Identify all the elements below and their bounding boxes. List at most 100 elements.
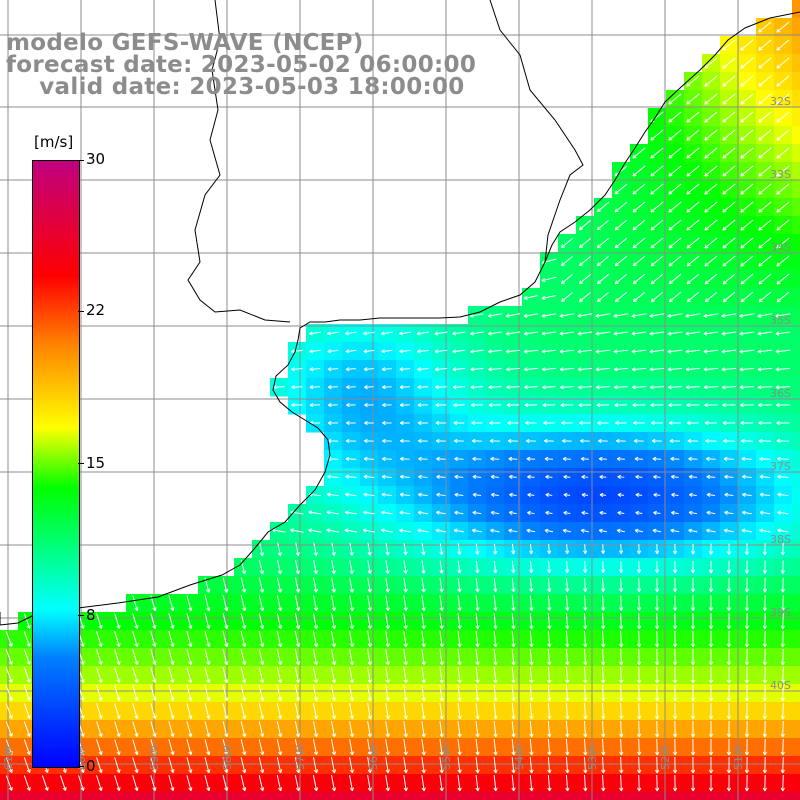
wind-arrow (578, 237, 591, 249)
wind-arrow (672, 578, 678, 593)
wind-arrow (168, 649, 175, 666)
wind-arrow (744, 702, 750, 720)
wind-arrow (453, 420, 465, 426)
wind-arrow (744, 630, 750, 648)
wind-cell (792, 702, 800, 721)
wind-arrow (349, 685, 355, 702)
wind-arrow (635, 492, 643, 498)
wind-arrow (345, 456, 357, 461)
wind-cell (396, 792, 415, 800)
wind-arrow (276, 667, 283, 684)
wind-arrow (581, 492, 589, 498)
wind-arrow (632, 273, 646, 285)
wind-arrow (726, 577, 732, 593)
wind-arrow (649, 367, 665, 372)
wind-arrow (403, 703, 408, 720)
wind-arrow (399, 349, 411, 354)
wind-arrow (655, 666, 660, 684)
longitude-label: 53W (586, 745, 599, 770)
wind-arrow (615, 438, 626, 444)
wind-arrow (308, 510, 322, 515)
wind-arrow (276, 559, 283, 575)
wind-arrow (23, 739, 31, 755)
wind-arrow (655, 720, 660, 738)
wind-arrow (276, 631, 283, 648)
wind-arrow (308, 528, 322, 533)
latitude-label: 38S (770, 533, 791, 546)
wind-arrow (421, 703, 426, 720)
wind-vectors (5, 21, 791, 792)
wind-arrow (668, 273, 682, 285)
wind-arrow (726, 666, 732, 684)
wind-arrow (367, 757, 372, 774)
wind-arrow (367, 595, 372, 612)
wind-arrow (601, 774, 606, 792)
wind-arrow (258, 613, 265, 630)
wind-arrow (744, 595, 750, 611)
wind-arrow (204, 649, 211, 666)
wind-arrow (583, 684, 588, 702)
wind-arrow (525, 420, 537, 426)
wind-cell (792, 486, 800, 505)
wind-arrow (381, 367, 392, 372)
wind-arrow (453, 402, 465, 408)
wind-cell (792, 792, 800, 800)
wind-arrow (327, 420, 338, 426)
wind-arrow (776, 255, 790, 267)
wind-cell (576, 792, 595, 800)
wind-arrow (672, 561, 678, 574)
wind-arrow (672, 756, 678, 774)
wind-arrow (775, 313, 791, 318)
wind-arrow (294, 685, 301, 702)
wind-cell (792, 288, 800, 307)
wind-arrow (780, 666, 785, 684)
wind-arrow (668, 111, 682, 123)
wind-arrow (488, 402, 501, 408)
wind-arrow (545, 510, 553, 515)
wind-arrow (649, 331, 665, 336)
wind-cell (648, 792, 667, 800)
wind-arrow (744, 648, 750, 666)
wind-arrow (349, 613, 355, 630)
wind-cell (468, 792, 487, 800)
wind-arrow (475, 543, 480, 555)
wind-arrow (453, 528, 465, 533)
wind-arrow (757, 367, 773, 372)
wind-arrow (690, 720, 696, 738)
wind-arrow (563, 492, 571, 498)
wind-arrow (258, 631, 265, 648)
wind-arrow (740, 291, 754, 303)
wind-arrow (780, 738, 785, 756)
wind-arrow (114, 649, 121, 666)
wind-cell (54, 792, 73, 800)
wind-arrow (385, 775, 390, 792)
wind-arrow (240, 577, 247, 593)
wind-arrow (435, 402, 447, 408)
wind-arrow (667, 331, 683, 336)
colorbar-units: [m/s] (34, 133, 74, 151)
wind-arrow (382, 420, 392, 426)
wind-arrow (580, 528, 589, 533)
wind-arrow (741, 456, 753, 461)
wind-arrow (472, 510, 482, 515)
wind-arrow (686, 75, 700, 87)
wind-arrow (186, 685, 193, 702)
wind-arrow (722, 219, 736, 231)
wind-arrow (632, 201, 646, 213)
wind-arrow (421, 775, 426, 792)
wind-arrow (581, 510, 589, 516)
wind-arrow (583, 702, 588, 720)
wind-arrow (471, 528, 482, 533)
wind-arrow (775, 402, 790, 408)
wind-arrow (168, 667, 175, 684)
wind-arrow (312, 667, 319, 684)
wind-arrow (559, 313, 575, 318)
wind-arrow (403, 775, 408, 792)
wind-arrow (421, 721, 426, 738)
wind-arrow (490, 456, 500, 462)
wind-arrow (529, 595, 534, 611)
wind-arrow (294, 577, 301, 593)
wind-arrow (381, 510, 393, 515)
wind-arrow (258, 542, 264, 557)
wind-arrow (439, 631, 444, 648)
